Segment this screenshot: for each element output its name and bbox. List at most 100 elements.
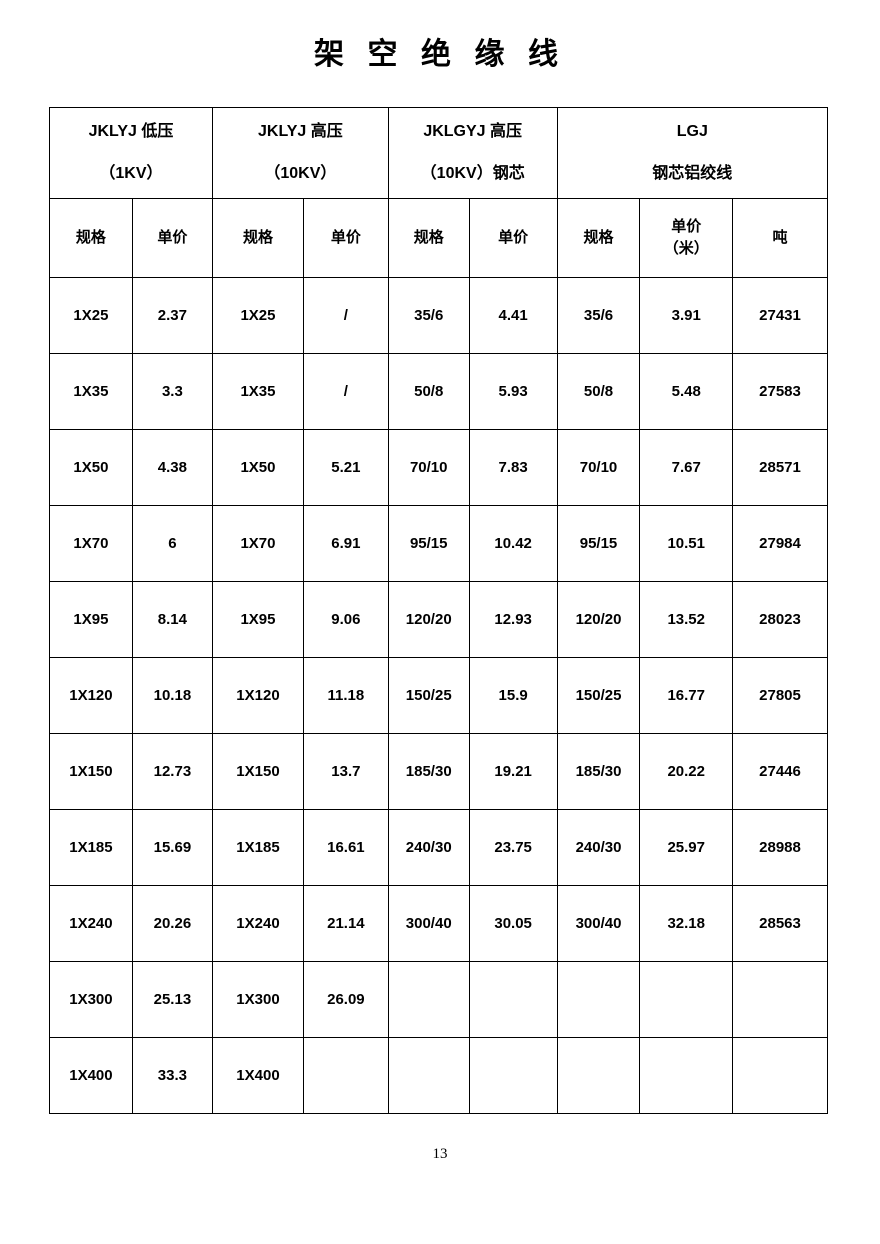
table-cell xyxy=(732,1037,828,1114)
table-cell: 50/8 xyxy=(387,353,470,430)
group-header-line1: JKLYJ 高压 xyxy=(257,123,343,140)
page-number: 13 xyxy=(432,1146,448,1162)
table-cell xyxy=(639,1037,734,1114)
table-cell: 300/40 xyxy=(556,885,641,962)
table-cell: 30.05 xyxy=(468,885,558,962)
table-cell: 15.69 xyxy=(131,809,213,886)
table-cell: 1X400 xyxy=(49,1037,133,1114)
column-header-spec: 规格 xyxy=(556,198,641,278)
table-cell: 28023 xyxy=(732,581,828,658)
group-header-line2: （10KV）钢芯 xyxy=(420,165,525,182)
table-cell: 240/30 xyxy=(387,809,470,886)
table-cell xyxy=(387,1037,470,1114)
table-cell: 1X35 xyxy=(49,353,133,430)
table-cell: 21.14 xyxy=(302,885,389,962)
table-cell: 1X400 xyxy=(211,1037,304,1114)
table-row: 1X185 15.69 1X185 16.61 240/30 23.75 240/30 25.… xyxy=(49,809,828,886)
table-cell: 185/30 xyxy=(387,733,470,810)
table-cell: 7.67 xyxy=(639,429,734,506)
table-cell: 1X240 xyxy=(211,885,304,962)
column-header-unit-price: 单价 xyxy=(302,198,389,278)
table-cell: 16.61 xyxy=(302,809,389,886)
table-row: 1X70 6 1X70 6.91 95/15 10.42 95/15 10.51 27984 xyxy=(49,505,828,582)
group-header-line2: （1KV） xyxy=(99,165,163,182)
group-header-line1: LGJ xyxy=(676,123,708,140)
table-cell: 1X185 xyxy=(211,809,304,886)
table-cell: 1X95 xyxy=(49,581,133,658)
column-header-row: 规格 单价 规格 单价 规格 单价 规格 单价 （米） 吨 xyxy=(49,198,828,278)
table-row: 1X50 4.38 1X50 5.21 70/10 7.83 70/10 7.67 28571 xyxy=(49,429,828,506)
table-cell: 150/25 xyxy=(387,657,470,734)
table-cell: 4.38 xyxy=(131,429,213,506)
table-cell: 1X300 xyxy=(49,961,133,1038)
column-header-spec: 规格 xyxy=(211,198,304,278)
column-header-unit-price: 单价 xyxy=(131,198,213,278)
table-cell: 3.3 xyxy=(131,353,213,430)
table-cell: 12.73 xyxy=(131,733,213,810)
table-cell: 19.21 xyxy=(468,733,558,810)
column-header-spec: 规格 xyxy=(49,198,133,278)
table-cell: 28563 xyxy=(732,885,828,962)
page-title: 架 空 绝 缘 线 xyxy=(314,38,566,71)
table-cell: 13.7 xyxy=(302,733,389,810)
table-cell: 1X120 xyxy=(211,657,304,734)
table-cell: 12.93 xyxy=(468,581,558,658)
table-cell: 300/40 xyxy=(387,885,470,962)
table-cell: 1X150 xyxy=(49,733,133,810)
group-header-line1: JKLGYJ 高压 xyxy=(423,123,523,140)
table-row: 1X35 3.3 1X35/50/8 5.93 50/8 5.48 27583 xyxy=(49,353,828,430)
table-cell: 5.48 xyxy=(639,353,734,430)
table-cell: 20.26 xyxy=(131,885,213,962)
table-body: 1X25 2.37 1X25/35/6 4.41 35/6 3.91 27431 1X35 3.… xyxy=(49,277,828,1114)
table-cell: 95/15 xyxy=(556,505,641,582)
price-table: JKLYJ 低压 （1KV） JKLYJ 高压 （10KV） JKLGYJ 高压… xyxy=(49,107,829,1114)
table-cell: 27805 xyxy=(732,657,828,734)
table-cell: 1X300 xyxy=(211,961,304,1038)
table-cell: 150/25 xyxy=(556,657,641,734)
table-cell: 1X70 xyxy=(49,505,133,582)
group-header-line1: JKLYJ 低压 xyxy=(88,123,174,140)
table-cell: 5.93 xyxy=(468,353,558,430)
table-cell xyxy=(387,961,470,1038)
table-row: 1X400 33.3 1X400 xyxy=(49,1037,828,1114)
table-cell: 120/20 xyxy=(556,581,641,658)
table-cell: 8.14 xyxy=(131,581,213,658)
table-cell: 6 xyxy=(131,505,213,582)
table-cell xyxy=(732,961,828,1038)
table-cell: 1X50 xyxy=(49,429,133,506)
group-header-jklyj-high-voltage: JKLYJ 高压 （10KV） xyxy=(211,107,389,199)
table-cell xyxy=(468,1037,558,1114)
group-header-row: JKLYJ 低压 （1KV） JKLYJ 高压 （10KV） JKLGYJ 高压… xyxy=(49,107,829,199)
table-cell xyxy=(639,961,734,1038)
table-cell: 6.91 xyxy=(302,505,389,582)
table-cell: 1X25 xyxy=(49,277,133,354)
table-cell: 20.22 xyxy=(639,733,734,810)
table-cell: 16.77 xyxy=(639,657,734,734)
table-cell: 4.41 xyxy=(468,277,558,354)
table-cell: 1X25 xyxy=(211,277,304,354)
table-cell: 1X120 xyxy=(49,657,133,734)
group-header-line2: 钢芯铝绞线 xyxy=(652,165,733,182)
table-row: 1X120 10.18 1X120 11.18 150/25 15.9 150/25 16.7… xyxy=(49,657,828,734)
table-cell xyxy=(556,961,641,1038)
table-cell: 26.09 xyxy=(302,961,389,1038)
table-row: 1X25 2.37 1X25/35/6 4.41 35/6 3.91 27431 xyxy=(49,277,828,354)
table-cell: 7.83 xyxy=(468,429,558,506)
column-header-spec: 规格 xyxy=(387,198,470,278)
table-cell: 1X35 xyxy=(211,353,304,430)
table-cell: 10.18 xyxy=(131,657,213,734)
table-cell: 15.9 xyxy=(468,657,558,734)
table-cell: 27984 xyxy=(732,505,828,582)
table-cell: 25.97 xyxy=(639,809,734,886)
table-cell: 1X95 xyxy=(211,581,304,658)
table-cell: / xyxy=(302,277,389,354)
table-cell: 32.18 xyxy=(639,885,734,962)
table-row: 1X95 8.14 1X95 9.06 120/20 12.93 120/20 13.52 28… xyxy=(49,581,828,658)
table-cell: 27431 xyxy=(732,277,828,354)
table-cell: 1X70 xyxy=(211,505,304,582)
table-cell: 9.06 xyxy=(302,581,389,658)
table-cell xyxy=(468,961,558,1038)
table-cell: 1X150 xyxy=(211,733,304,810)
table-cell: 10.42 xyxy=(468,505,558,582)
